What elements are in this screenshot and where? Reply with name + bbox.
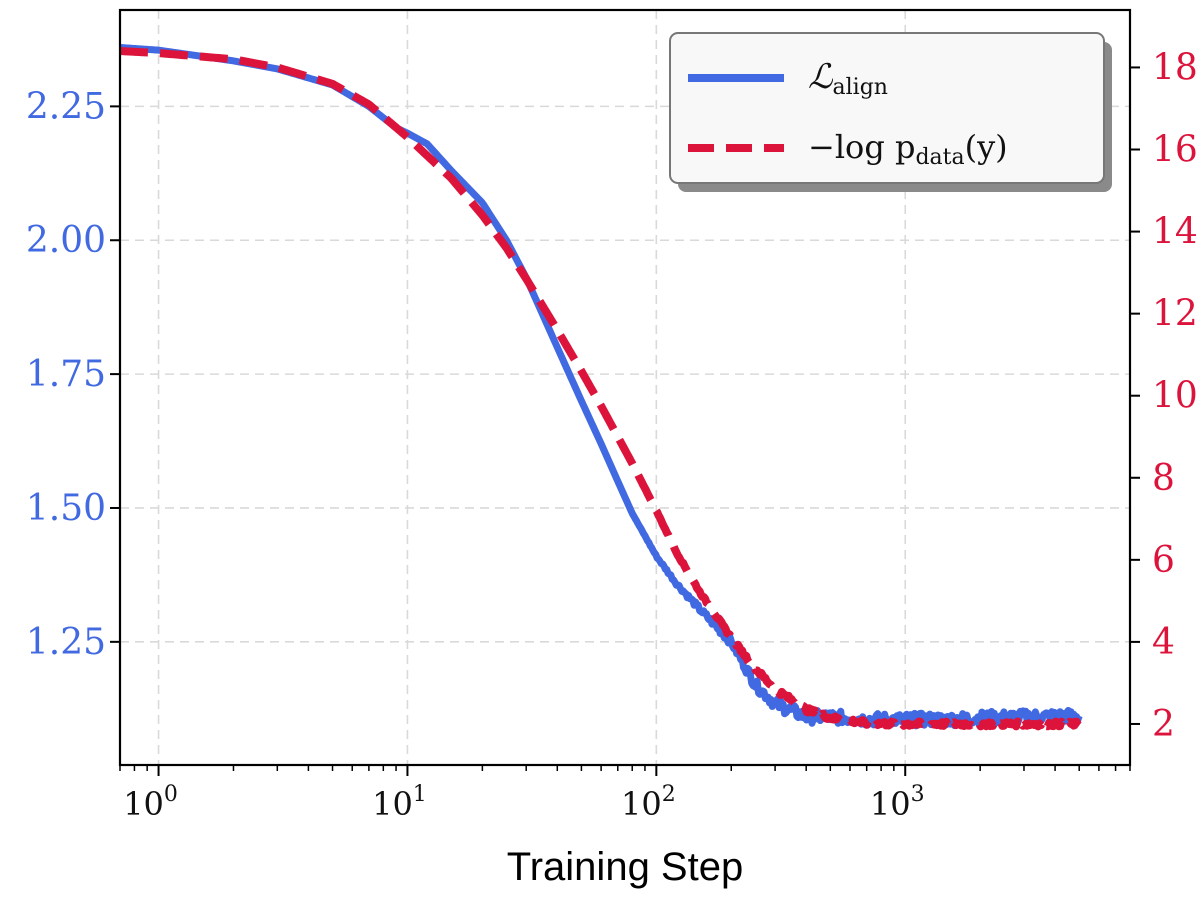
y-right-tick-label: 16 — [1152, 130, 1198, 171]
y-right-tick-label: 18 — [1152, 47, 1198, 88]
axes-layer — [118, 8, 1132, 767]
legend-label-align: ℒalign — [808, 57, 888, 100]
x-tick-base: 10 — [372, 785, 413, 823]
legend-logp-sub: data — [915, 145, 964, 170]
x-axis-title: Training Step — [507, 845, 743, 889]
x-tick-label: 103 — [870, 782, 925, 823]
legend-label-logp: −log pdata(y) — [808, 128, 1008, 170]
legend-align-sub: align — [833, 75, 888, 100]
x-tick-base: 10 — [870, 785, 911, 823]
x-tick-label: 101 — [372, 782, 427, 823]
x-tick-label: 102 — [621, 782, 676, 823]
x-tick-exponent: 2 — [662, 782, 676, 807]
y-right-tick-label: 2 — [1152, 704, 1175, 745]
y-right-tick-label: 4 — [1152, 622, 1175, 663]
y-right-tick-label: 12 — [1152, 294, 1198, 335]
x-tick-base: 10 — [123, 785, 164, 823]
y-left-tick-label: 2.25 — [26, 86, 106, 127]
x-tick-label: 100 — [123, 782, 178, 823]
y-right-tick-label: 6 — [1152, 540, 1175, 581]
y-right-tick-label: 8 — [1152, 458, 1175, 499]
y-right-tick-label: 10 — [1152, 376, 1198, 417]
x-tick-exponent: 3 — [911, 782, 925, 807]
x-tick-base: 10 — [621, 785, 662, 823]
legend-logp-tail: (y) — [965, 128, 1008, 166]
y-left-tick-label: 1.25 — [26, 622, 106, 663]
legend-logp-main: −log p — [808, 128, 915, 166]
y-left-tick-label: 1.50 — [26, 488, 106, 529]
ticks-layer: 100 101 102 1031.251.501.752.002.2524681012… — [26, 47, 1198, 823]
legend: ℒalign −log pdata(y) — [669, 32, 1112, 192]
y-left-tick-label: 2.00 — [26, 220, 106, 261]
series-line-neg-log-p-data — [117, 47, 1082, 731]
series-layer — [117, 43, 1083, 731]
y-left-tick-label: 1.75 — [26, 354, 106, 395]
x-tick-exponent: 0 — [164, 782, 178, 807]
plot-frame — [118, 8, 1132, 767]
y-right-tick-label: 14 — [1152, 212, 1198, 253]
legend-align-main: ℒ — [808, 57, 834, 97]
x-tick-exponent: 1 — [413, 782, 427, 807]
